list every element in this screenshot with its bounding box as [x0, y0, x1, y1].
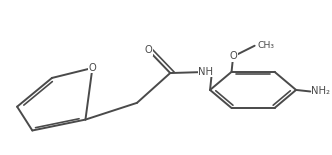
Text: O: O [89, 63, 96, 73]
Text: O: O [144, 45, 152, 55]
Text: NH: NH [198, 67, 213, 77]
Text: CH₃: CH₃ [258, 41, 275, 50]
Text: O: O [229, 51, 237, 62]
Text: NH₂: NH₂ [311, 86, 330, 96]
